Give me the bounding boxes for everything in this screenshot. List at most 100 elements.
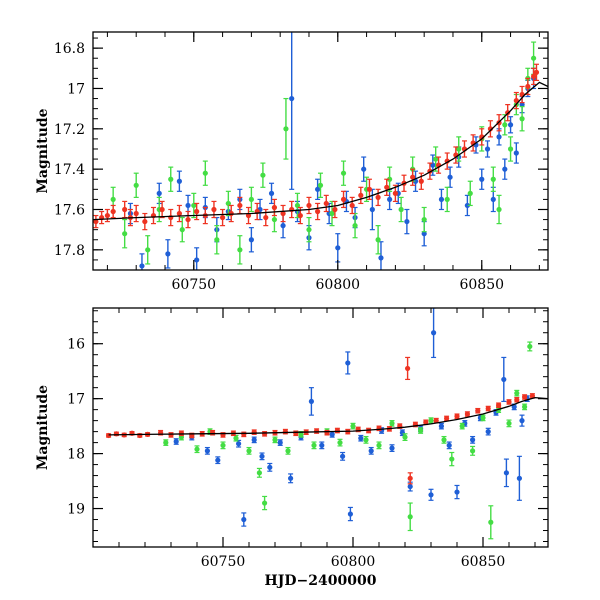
green-data-point [220, 442, 226, 448]
green-data-point [233, 435, 239, 441]
blue-data-point [484, 146, 491, 152]
blue-data-point [407, 483, 413, 490]
green-data-point [262, 500, 268, 506]
green-data-point [363, 437, 369, 443]
blue-data-point [470, 437, 476, 443]
blue-data-point [490, 196, 496, 203]
green-data-point [179, 227, 185, 233]
red-data-point [241, 431, 247, 437]
red-data-point [454, 413, 460, 419]
red-data-point [407, 475, 413, 481]
green-data-point [488, 519, 494, 525]
green-data-point [496, 206, 502, 213]
green-data-point [298, 431, 304, 437]
blue-data-point [519, 418, 525, 424]
blue-data-point [502, 166, 508, 172]
plot-frame [92, 31, 549, 271]
blue-data-point [438, 423, 444, 429]
x-tick-label: 60850 [461, 554, 506, 570]
blue-data-point [215, 457, 221, 463]
blue-data-point [404, 218, 410, 225]
data-layer [106, 308, 548, 540]
red-data-point [444, 415, 450, 422]
green-data-point [337, 440, 343, 446]
red-data-point [122, 206, 128, 213]
y-tick-label: 17.8 [54, 243, 85, 259]
red-data-point [405, 365, 411, 372]
blue-data-point [511, 404, 517, 410]
red-data-point [475, 408, 481, 414]
blue-data-point [431, 330, 437, 336]
red-data-point [237, 202, 243, 209]
red-data-point [113, 431, 119, 437]
y-tick-label: 17.6 [54, 202, 85, 218]
blue-data-point [447, 174, 453, 180]
x-tick-label: 60800 [331, 554, 376, 570]
blue-data-point [387, 196, 393, 203]
green-data-point [237, 247, 243, 253]
green-data-point [480, 415, 486, 421]
green-data-point [402, 434, 408, 440]
red-data-point [384, 184, 390, 190]
blue-data-point [251, 437, 257, 443]
red-data-point [533, 69, 540, 75]
blue-data-point [464, 202, 470, 209]
red-data-point [194, 208, 200, 215]
red-data-point [496, 402, 502, 408]
blue-data-point [280, 223, 286, 229]
blue-data-point [454, 489, 460, 495]
x-tick-label: 60850 [459, 277, 504, 293]
green-data-point [418, 427, 424, 434]
green-data-point [110, 196, 116, 203]
green-data-point [507, 146, 514, 152]
blue-data-point [479, 176, 485, 182]
green-data-point [376, 442, 382, 448]
red-data-point [263, 214, 269, 221]
green-data-point [202, 170, 208, 176]
y-tick-label: 19 [67, 502, 85, 518]
y-tick-label: 18 [67, 447, 85, 463]
red-data-point [525, 83, 531, 90]
blue-data-point [389, 445, 395, 451]
red-data-point [323, 200, 329, 207]
y-tick-label: 16.8 [54, 41, 85, 57]
blue-data-point [340, 453, 346, 459]
red-data-point [487, 126, 494, 132]
green-data-point [398, 206, 404, 213]
blue-data-point [347, 511, 353, 517]
red-data-point [423, 419, 429, 425]
x-axis-label: HJD−2400000 [265, 573, 377, 589]
green-data-point [225, 200, 231, 207]
blue-data-point [421, 231, 427, 237]
blue-data-point [430, 162, 436, 168]
green-data-point [133, 182, 139, 188]
blue-data-point [513, 150, 519, 156]
red-data-point [314, 428, 320, 434]
red-data-point [211, 206, 217, 213]
blue-data-point [378, 255, 384, 261]
red-data-point [210, 430, 216, 436]
red-data-point [280, 210, 286, 217]
model-curve [93, 81, 548, 221]
y-tick-label: 17 [67, 392, 85, 408]
green-data-point [456, 146, 462, 152]
blue-data-point [496, 134, 502, 140]
red-data-point [297, 212, 303, 219]
green-data-point [248, 196, 254, 203]
green-data-point [531, 55, 537, 61]
blue-data-point [507, 122, 514, 128]
blue-data-point [516, 475, 523, 481]
blue-data-point [345, 360, 351, 366]
green-data-point [428, 418, 434, 424]
blue-data-point [185, 202, 191, 209]
red-data-point [271, 204, 278, 211]
red-data-point [433, 418, 439, 424]
blue-data-point [289, 95, 295, 102]
red-data-point [349, 202, 355, 209]
green-data-point [514, 390, 520, 396]
red-data-point [293, 430, 299, 436]
red-data-point [251, 429, 257, 435]
red-data-point [315, 208, 321, 215]
red-data-point [514, 397, 520, 403]
y-axis-label: Magnitude [35, 108, 51, 193]
